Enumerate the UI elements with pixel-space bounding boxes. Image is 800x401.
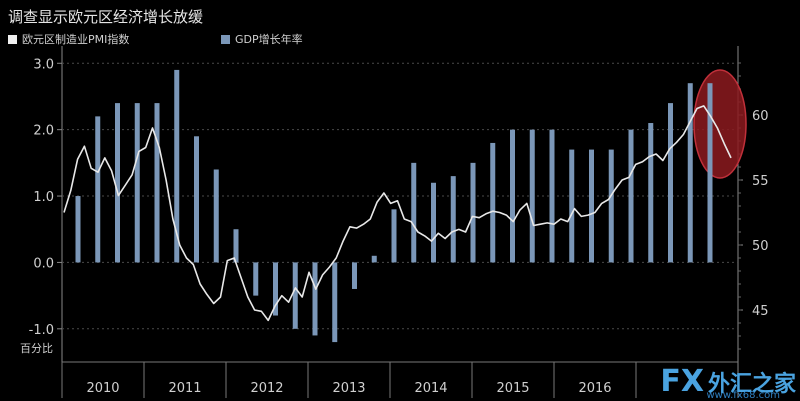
gdp-bar bbox=[569, 149, 575, 263]
gdp-bar bbox=[510, 129, 515, 263]
gdp-bar bbox=[549, 129, 555, 263]
gdp-bar bbox=[371, 255, 377, 263]
gdp-bar bbox=[411, 162, 417, 263]
gdp-bar bbox=[687, 83, 693, 263]
gdp-bar bbox=[628, 129, 634, 263]
gdp-bar bbox=[292, 262, 298, 329]
right-tick-label: 45 bbox=[752, 304, 769, 319]
watermark-url: www.fx68.com bbox=[706, 390, 781, 401]
watermark-fx: FX bbox=[660, 364, 704, 399]
gdp-bar bbox=[668, 103, 673, 263]
right-tick-label: 60 bbox=[752, 109, 769, 124]
left-tick-label: 0.0 bbox=[33, 256, 54, 271]
watermark-cn: 外汇之家 bbox=[707, 371, 796, 397]
gdp-bar bbox=[194, 136, 199, 263]
unit-label: 百分比 bbox=[20, 342, 53, 355]
year-label: 2013 bbox=[332, 381, 365, 396]
gdp-bar bbox=[589, 149, 594, 263]
gdp-bar bbox=[312, 262, 318, 336]
highlight-ellipse bbox=[693, 69, 747, 179]
right-tick-label: 55 bbox=[752, 174, 769, 189]
left-tick-label: 2.0 bbox=[33, 124, 54, 139]
pmi-line bbox=[63, 105, 732, 322]
year-label: 2010 bbox=[86, 381, 119, 396]
watermark-logo: FX 外汇之家 bbox=[660, 364, 796, 399]
left-tick-label: -1.0 bbox=[29, 323, 54, 338]
legend-gdp: GDP增长年率 bbox=[221, 31, 303, 47]
gdp-bar bbox=[174, 69, 180, 263]
legend-label-pmi: 欧元区制造业PMI指数 bbox=[22, 33, 130, 46]
left-tick-label: 3.0 bbox=[33, 57, 54, 72]
year-label: 2016 bbox=[578, 381, 611, 396]
year-label: 2014 bbox=[414, 381, 447, 396]
gdp-bar bbox=[273, 262, 278, 316]
chart-title: 调查显示欧元区经济增长放缓 bbox=[8, 8, 204, 26]
gdp-bar bbox=[75, 196, 81, 263]
gdp-bar bbox=[332, 262, 338, 343]
gdp-bar bbox=[134, 103, 140, 263]
gdp-bar bbox=[490, 142, 496, 263]
gdp-bar bbox=[233, 229, 239, 263]
gdp-bar bbox=[391, 209, 397, 263]
gdp-bar bbox=[115, 103, 120, 263]
year-label: 2011 bbox=[168, 381, 201, 396]
legend-pmi: 欧元区制造业PMI指数 bbox=[8, 31, 129, 47]
gdp-bar bbox=[648, 123, 654, 263]
gdp-bar bbox=[95, 116, 101, 263]
year-label: 2012 bbox=[250, 381, 283, 396]
gdp-bar bbox=[253, 262, 259, 296]
gdp-bar bbox=[352, 262, 357, 289]
year-label: 2015 bbox=[496, 381, 529, 396]
gdp-bar bbox=[608, 149, 614, 263]
gdp-bar bbox=[431, 182, 436, 263]
gdp-bar bbox=[213, 169, 219, 263]
gdp-bar bbox=[450, 176, 456, 263]
gdp-bar bbox=[154, 103, 160, 263]
left-tick-label: 1.0 bbox=[33, 190, 54, 205]
legend-label-gdp: GDP增长年率 bbox=[235, 33, 303, 46]
gdp-bar bbox=[707, 83, 713, 263]
gdp-bar bbox=[470, 162, 476, 263]
legend-swatch-gdp bbox=[221, 34, 230, 44]
right-tick-label: 50 bbox=[752, 239, 769, 254]
legend-swatch-pmi bbox=[8, 34, 17, 44]
gdp-bar bbox=[529, 129, 535, 263]
